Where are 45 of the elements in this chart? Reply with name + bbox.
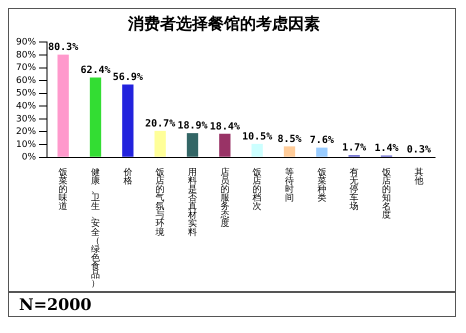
data-label: 1.7% [342, 142, 366, 154]
data-label: 10.5% [242, 131, 272, 142]
bar [154, 130, 166, 157]
y-tick-label: 0% [22, 152, 36, 163]
y-tick-label: 20% [16, 127, 36, 138]
bar [252, 144, 263, 157]
x-tick-label: 饭店的档次 [252, 166, 262, 212]
x-tick-label: 饭店的知名度 [381, 166, 391, 221]
x-tick-label: 有无停车场 [348, 166, 359, 212]
data-label: 18.4% [210, 121, 240, 132]
chart-title: 消费者选择餐馆的考虑因素 [127, 14, 320, 33]
x-tick-label: 店员的服务态度 [219, 166, 230, 230]
y-tick-label: 30% [16, 114, 36, 124]
y-tick-label: 60% [16, 76, 36, 86]
data-label: 7.6% [310, 135, 334, 146]
x-tick-label: 饭菜种类 [316, 166, 326, 204]
category-label: 健康、卫生、安全（绿色食品） [91, 168, 100, 290]
y-tick-label: 40% [16, 101, 36, 112]
bar [90, 78, 102, 157]
y-tick-label: 90% [16, 38, 36, 48]
x-tick-label: 其他 [414, 166, 424, 186]
data-label: 80.3% [48, 42, 78, 54]
data-label: 18.9% [177, 120, 208, 132]
data-label: 56.9% [112, 72, 143, 84]
data-label: 8.5% [277, 134, 302, 146]
x-tick-label: 价格 [122, 166, 132, 186]
data-label: 20.7% [145, 118, 176, 130]
y-tick-label: 10% [16, 140, 36, 150]
text: N=2000 [9, 291, 455, 316]
data-label: 62.4% [80, 65, 111, 76]
y-tick-label: 70% [16, 63, 36, 74]
x-tick-label: 饭店的气氛与环境 [154, 166, 165, 238]
y-tick-label: 80% [16, 50, 36, 60]
bar [316, 148, 328, 157]
x-tick-label: 用料是否真材实料 [187, 168, 197, 238]
data-label: 1.4% [374, 143, 399, 154]
bar [186, 133, 198, 157]
x-tick-label: 等待时间 [285, 166, 294, 204]
bar [122, 84, 134, 157]
x-tick-label: 饭菜的味道 [58, 166, 68, 212]
data-label: 0.3% [406, 144, 431, 156]
bar [284, 146, 296, 157]
bar [219, 134, 230, 157]
bar [58, 54, 69, 157]
y-tick-label: 50% [16, 88, 36, 99]
